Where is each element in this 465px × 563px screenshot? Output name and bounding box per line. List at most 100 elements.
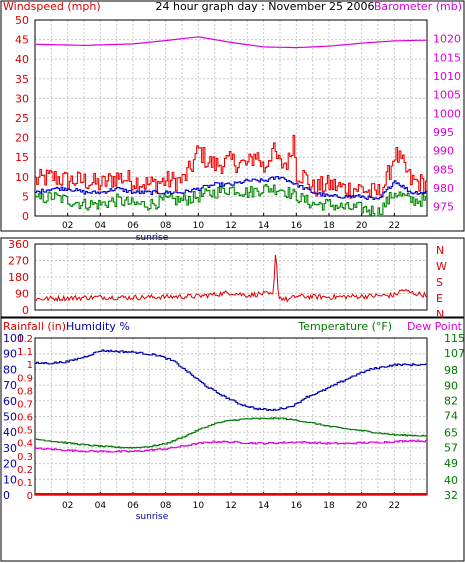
compass-label: E [436,292,443,305]
rainfall-tick-label: 0.5 [17,426,33,437]
temperature-tick-label: 74 [444,410,458,423]
temperature-series-line [35,417,428,449]
temperature-tick-label: 65 [444,427,458,440]
rainfall-tick-label: 0.3 [17,452,33,463]
x-tick-label: 08 [160,501,172,511]
x-tick-label: 18 [323,501,335,511]
windspeed-tick-label: 10 [15,171,29,184]
wind-barometer-panel: 0510152025303540455097598098599099510001… [0,0,465,243]
x-tick-label: 10 [193,221,205,231]
rainfall-tick-label: 0.8 [17,386,33,397]
compass-label: N [436,308,444,321]
x-tick-label: 22 [389,221,400,231]
barometer-tick-label: 980 [433,182,454,195]
windspeed-tick-label: 0 [22,210,29,223]
temperature-tick-label: 40 [444,474,458,487]
direction-tick-label: 0 [22,304,29,317]
windspeed-tick-label: 35 [15,73,29,86]
barometer-tick-label: 990 [433,145,454,158]
x-tick-label: 14 [258,221,270,231]
rainfall-tick-label: 0.1 [17,478,33,489]
barometer-tick-label: 985 [433,163,454,176]
rainfall-tick-label: 1.2 [17,334,33,345]
barometer-axis-label: Barometer (mb) [374,0,462,13]
x-tick-label: 22 [389,501,400,511]
x-tick-label: 06 [127,221,139,231]
rainfall-axis-label: Rainfall (in) [3,320,66,333]
rainfall-tick-label: 0 [27,491,33,502]
rainfall-tick-label: 1.1 [17,347,33,358]
wind-direction-series-line [34,254,428,303]
x-tick-label: 16 [291,221,303,231]
temperature-tick-label: 49 [444,457,458,470]
x-tick-label: 12 [225,221,236,231]
wind-low-series-line [35,183,428,217]
rain-humidity-temperature-panel: 0 10 20 30 40 50 60 70 80 90 100 0 0.1 0.2 0.3 0.4 0.5 0.… [0,317,465,562]
x-tick-label: 04 [95,501,107,511]
x-tick-label: 08 [160,221,172,231]
windspeed-tick-label: 45 [15,34,29,47]
compass-label: S [436,276,443,289]
direction-tick-label: 180 [8,271,29,284]
wind-average-series-line [35,176,428,201]
barometer-series-line [34,36,428,49]
windspeed-axis-label: Windspeed (mph) [3,0,101,13]
dewpoint-series-line [35,439,428,453]
temperature-tick-label: 98 [444,364,458,377]
humidity-tick-label: 20 [3,458,17,471]
x-tick-label: 20 [356,221,368,231]
direction-tick-label: 90 [15,288,29,301]
plot-area-direction [34,243,428,311]
x-tick-label: 20 [356,501,368,511]
humidity-tick-label: 100 [3,332,24,345]
humidity-tick-label: 0 [3,489,10,502]
temperature-tick-label: 57 [444,442,458,455]
rainfall-tick-label: 1 [27,360,33,371]
windspeed-tick-label: 25 [15,112,29,125]
x-tick-label: 02 [62,501,73,511]
x-tick-label: 12 [225,501,236,511]
windspeed-tick-label: 50 [15,14,29,27]
chart-title: 24 hour graph day : November 25 2006 [155,0,374,13]
barometer-tick-label: 1010 [433,70,461,83]
windspeed-tick-label: 15 [15,151,29,164]
temperature-tick-label: 115 [444,332,465,345]
humidity-tick-label: 60 [3,395,17,408]
dewpoint-axis-label: Dew Point [407,320,463,333]
temperature-tick-label: 90 [444,379,458,392]
barometer-tick-label: 1000 [433,107,461,120]
barometer-tick-label: 1020 [433,33,461,46]
barometer-tick-label: 995 [433,126,454,139]
x-tick-label: 10 [193,501,205,511]
panel-dir-border [0,237,465,318]
x-tick-label: 14 [258,501,270,511]
rainfall-tick-label: 0.7 [17,399,33,410]
temperature-tick-label: 82 [444,394,458,407]
rainfall-tick-label: 0.4 [17,439,33,450]
temperature-tick-label: 107 [444,347,465,360]
rainfall-tick-label: 0.9 [17,373,33,384]
panel-rain-border [0,317,465,562]
x-tick-label: 06 [127,501,139,511]
rainfall-tick-label: 0.2 [17,465,33,476]
humidity-tick-label: 10 [3,473,17,486]
compass-label: N [436,244,444,257]
x-tick-label: 18 [323,221,335,231]
windspeed-tick-label: 5 [22,190,29,203]
temperature-tick-label: 32 [444,489,458,502]
barometer-tick-label: 1015 [433,51,461,64]
windspeed-tick-label: 20 [15,132,29,145]
rainfall-tick-label: 0.6 [17,413,33,424]
humidity-tick-label: 30 [3,442,17,455]
x-tick-label: 02 [62,221,73,231]
humidity-axis-label: Humidity % [66,320,130,333]
direction-tick-label: 360 [8,238,29,251]
humidity-tick-label: 90 [3,348,17,361]
barometer-tick-label: 975 [433,201,454,214]
humidity-tick-label: 50 [3,411,17,424]
sunrise-label: sunrise [136,512,169,522]
windspeed-tick-label: 40 [15,53,29,66]
barometer-tick-label: 1005 [433,89,461,102]
